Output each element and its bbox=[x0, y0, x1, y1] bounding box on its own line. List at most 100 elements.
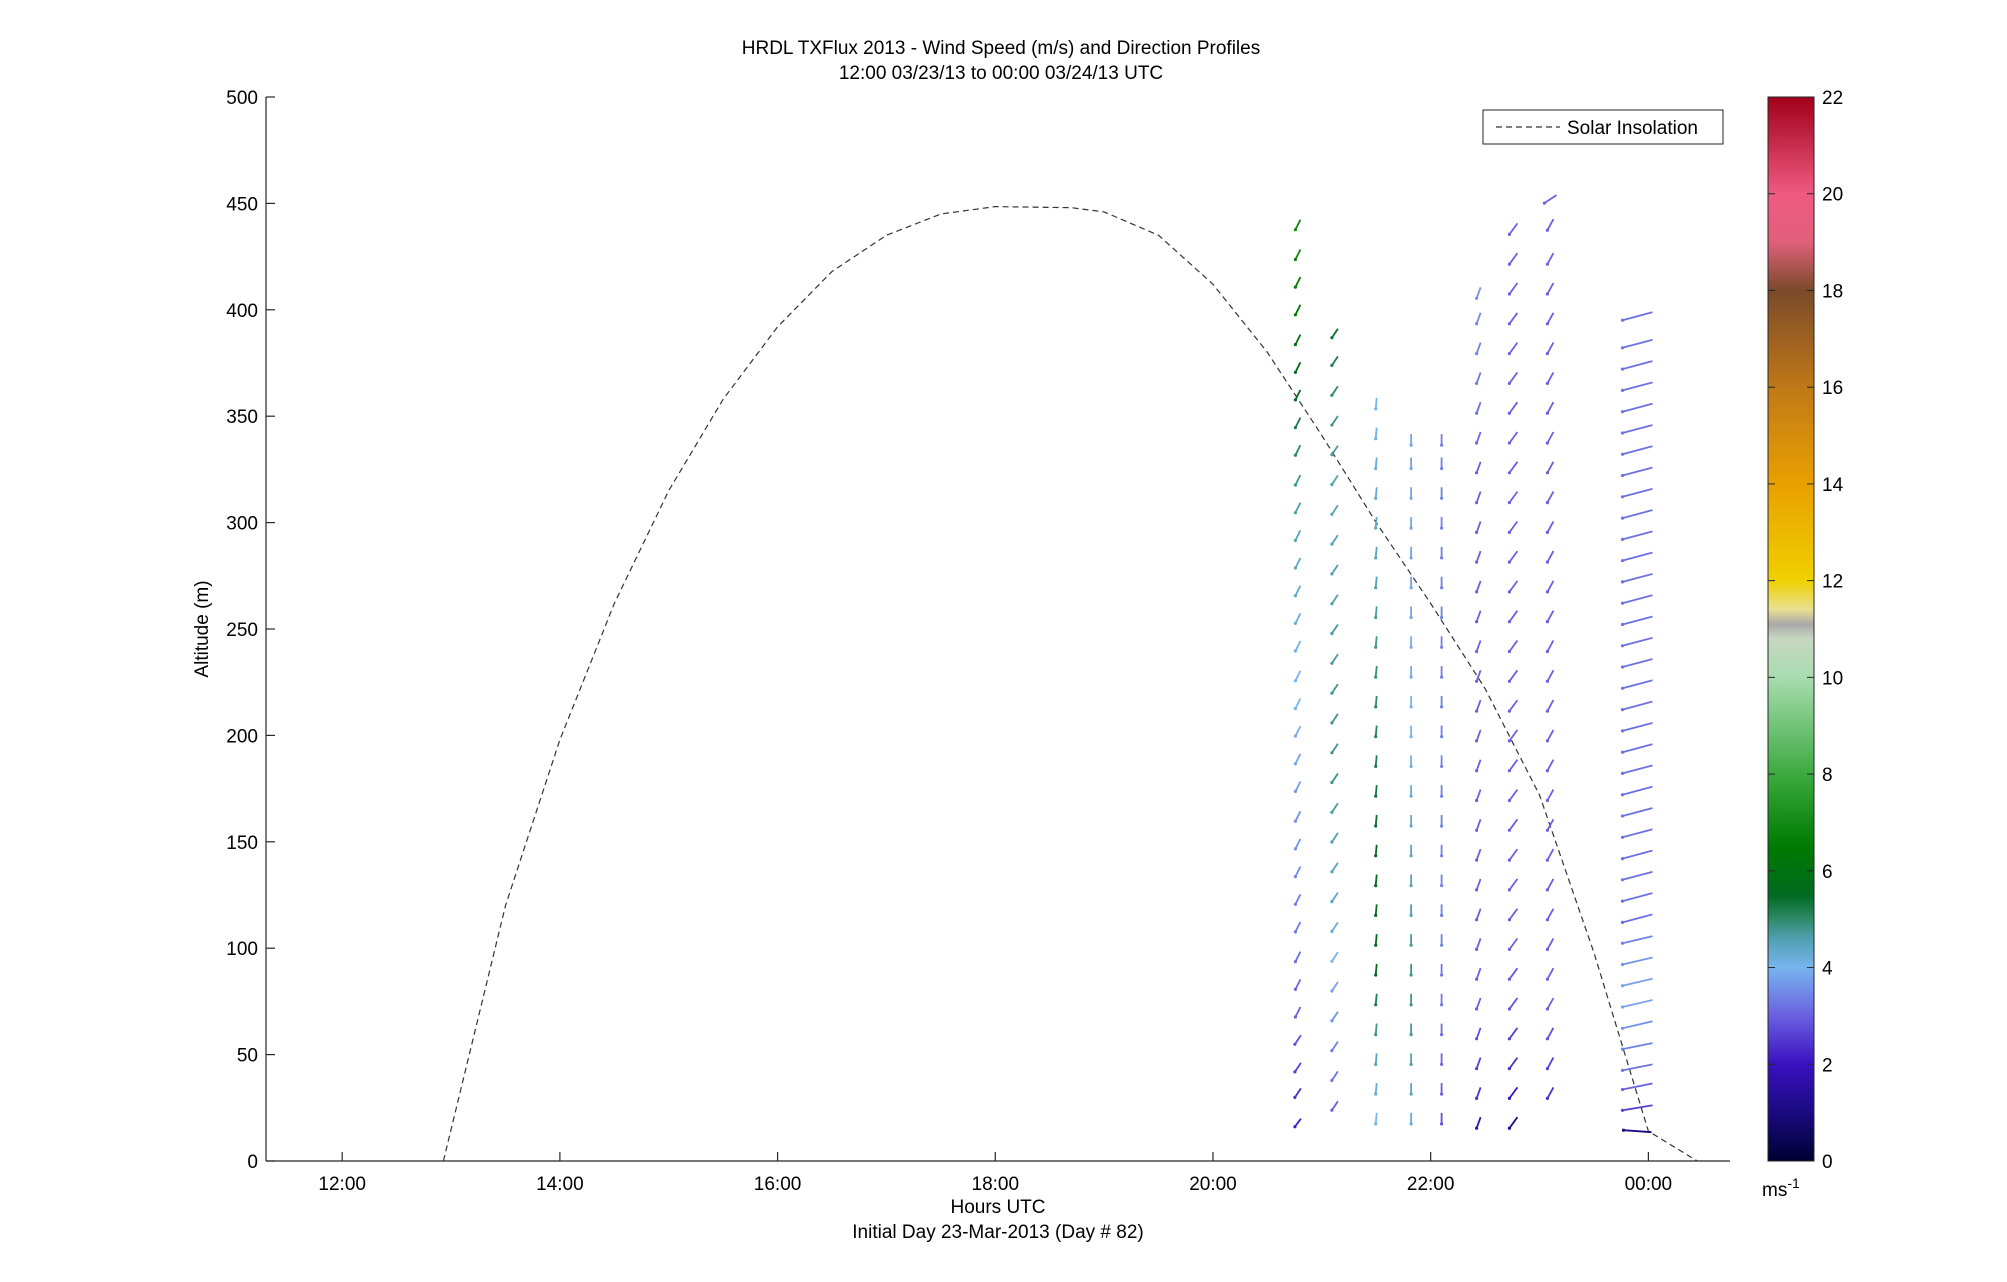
wind-arrow-head bbox=[1330, 661, 1334, 665]
wind-arrow bbox=[1508, 908, 1519, 921]
wind-arrow-head bbox=[1475, 322, 1479, 326]
wind-arrow-head bbox=[1545, 1007, 1549, 1011]
wind-arrow bbox=[1546, 520, 1555, 533]
wind-arrow bbox=[1294, 951, 1302, 963]
wind-arrow-head bbox=[1475, 381, 1479, 385]
wind-arrow-head bbox=[1374, 1003, 1378, 1007]
wind-arrow-head bbox=[1475, 441, 1479, 445]
wind-arrow bbox=[1331, 385, 1339, 396]
wind-arrow bbox=[1294, 1118, 1302, 1128]
wind-arrow-head bbox=[1293, 679, 1297, 683]
wind-arrow-head bbox=[1545, 441, 1549, 445]
wind-arrow-head bbox=[1507, 798, 1511, 803]
colorbar-tick-label: 12 bbox=[1822, 572, 1843, 593]
wind-arrow-head bbox=[1620, 601, 1625, 605]
wind-arrow-head bbox=[1545, 679, 1549, 683]
wind-arrow bbox=[1475, 401, 1482, 414]
wind-arrow-head bbox=[1330, 363, 1334, 367]
wind-arrow-head bbox=[1475, 828, 1479, 832]
wind-arrow bbox=[1294, 417, 1302, 429]
wind-arrow bbox=[1331, 534, 1339, 545]
wind-arrow bbox=[1508, 282, 1519, 295]
wind-arrow-head bbox=[1293, 930, 1297, 934]
wind-arrow-head bbox=[1440, 705, 1444, 709]
y-tick-label: 500 bbox=[226, 88, 258, 109]
wind-arrow-head bbox=[1293, 1125, 1297, 1129]
wind-arrow bbox=[1546, 640, 1555, 652]
wind-arrow bbox=[1475, 312, 1482, 325]
wind-arrow bbox=[1331, 1070, 1339, 1081]
wind-arrow bbox=[1508, 371, 1519, 384]
wind-arrow bbox=[1331, 1041, 1339, 1052]
wind-arrow-head bbox=[1374, 526, 1378, 530]
wind-arrow-head bbox=[1330, 1049, 1334, 1053]
colorbar-ticks: 0 2 4 6 8 10 12 14 16 18 20 22 bbox=[1768, 88, 1844, 1173]
wind-arrow-head bbox=[1293, 987, 1297, 992]
wind-arrow-head bbox=[1374, 735, 1378, 739]
wind-arrow-head bbox=[1374, 437, 1378, 441]
wind-arrow bbox=[1374, 904, 1378, 916]
wind-arrow-head bbox=[1507, 590, 1511, 594]
wind-arrow-head bbox=[1330, 751, 1334, 755]
wind-arrow-head bbox=[1374, 913, 1378, 918]
colorbar-tick-label: 10 bbox=[1822, 668, 1843, 689]
wind-arrow bbox=[1508, 312, 1519, 325]
wind-arrow bbox=[1374, 457, 1378, 469]
wind-arrow bbox=[1331, 594, 1339, 605]
wind-arrow-head bbox=[1440, 675, 1444, 679]
chart-title: HRDL TXFlux 2013 - Wind Speed (m/s) and … bbox=[742, 38, 1260, 59]
wind-arrow-head bbox=[1545, 1096, 1549, 1100]
wind-arrow bbox=[1546, 937, 1555, 950]
wind-arrow-head bbox=[1409, 645, 1413, 649]
wind-arrow-head bbox=[1440, 764, 1444, 769]
wind-arrow-head bbox=[1409, 1092, 1413, 1096]
wind-arrow-head bbox=[1620, 814, 1625, 818]
wind-arrow-head bbox=[1475, 530, 1479, 535]
wind-arrow bbox=[1508, 818, 1519, 831]
wind-arrow bbox=[1508, 580, 1519, 593]
wind-arrow bbox=[1508, 878, 1519, 891]
wind-arrow bbox=[1294, 585, 1302, 597]
wind-arrow-head bbox=[1545, 828, 1549, 832]
wind-arrow-head bbox=[1293, 426, 1297, 430]
wind-arrow-head bbox=[1374, 645, 1378, 649]
wind-arrow-head bbox=[1330, 959, 1334, 963]
wind-arrow-head bbox=[1440, 1033, 1444, 1037]
wind-arrow-head bbox=[1507, 381, 1511, 385]
wind-arrow-head bbox=[1293, 789, 1297, 794]
wind-arrow bbox=[1508, 1057, 1519, 1070]
wind-arrow-head bbox=[1475, 1007, 1479, 1011]
wind-arrow-head bbox=[1620, 793, 1625, 797]
wind-arrow-head bbox=[1545, 1067, 1549, 1071]
y-tick-label: 250 bbox=[226, 620, 258, 641]
wind-arrow bbox=[1331, 921, 1339, 932]
wind-arrow-head bbox=[1409, 943, 1413, 947]
wind-arrow-head bbox=[1620, 835, 1625, 839]
wind-arrow-head bbox=[1545, 858, 1549, 862]
wind-arrow bbox=[1294, 219, 1302, 231]
wind-arrow-head bbox=[1293, 453, 1297, 457]
wind-arrow bbox=[1508, 639, 1519, 653]
wind-arrow-head bbox=[1545, 411, 1549, 415]
wind-arrow bbox=[1475, 461, 1482, 474]
wind-arrow-head bbox=[1293, 762, 1297, 766]
wind-arrow-head bbox=[1507, 1126, 1511, 1130]
wind-arrow-head bbox=[1507, 411, 1511, 415]
wind-arrow bbox=[1546, 371, 1555, 384]
wind-arrow bbox=[1475, 1116, 1482, 1129]
wind-arrow bbox=[1508, 759, 1519, 772]
wind-arrow bbox=[1546, 431, 1555, 444]
wind-arrow bbox=[1475, 580, 1482, 593]
wind-arrow bbox=[1294, 921, 1302, 933]
y-axis-ticks: 0 50 100 150 200 250 300 350 400 450 500 bbox=[226, 88, 275, 1173]
wind-arrow-head bbox=[1620, 729, 1625, 733]
x-axis-ticks: 12:00 14:00 16:00 18:00 20:00 22:00 00:00 bbox=[318, 1152, 1672, 1195]
wind-arrow-head bbox=[1409, 913, 1413, 918]
wind-arrow bbox=[1622, 892, 1653, 902]
wind-arrow-head bbox=[1620, 686, 1625, 690]
wind-arrow-head bbox=[1374, 705, 1378, 709]
wind-arrow-head bbox=[1409, 1062, 1413, 1066]
wind-arrow bbox=[1622, 977, 1653, 987]
x-tick-label: 00:00 bbox=[1625, 1174, 1673, 1195]
wind-arrow-head bbox=[1374, 496, 1378, 500]
